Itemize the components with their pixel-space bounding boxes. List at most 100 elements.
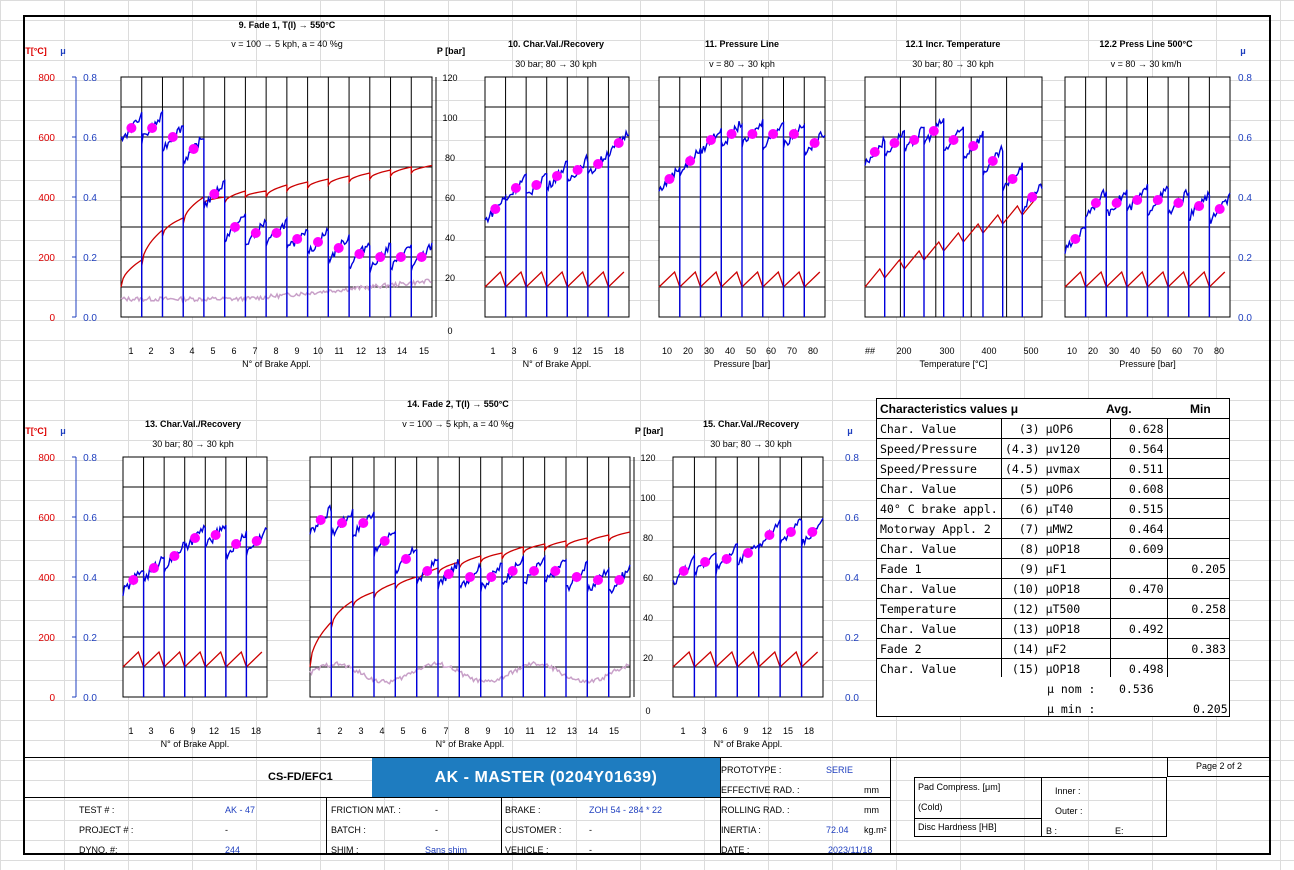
fade1-mu-point — [147, 123, 158, 133]
pressure11-temperature-line — [658, 270, 821, 289]
row-min — [1166, 658, 1231, 679]
row-symbol: μT500 — [1041, 598, 1111, 619]
fade2-x-tick: 5 — [400, 726, 405, 736]
temp121-mu-point — [928, 126, 939, 136]
fade1-x-tick: 3 — [169, 346, 174, 356]
fade1-mu-point — [167, 132, 178, 142]
fade2-mu-point — [422, 566, 433, 576]
row-min — [1166, 578, 1231, 599]
temp121-x-label: Temperature [°C] — [919, 359, 987, 369]
report-title: AK - MASTER (0204Y01639) — [372, 758, 720, 797]
test-value: AK - 47 — [225, 805, 256, 815]
char15-mu-point — [807, 527, 818, 537]
fade2-x-tick: 6 — [421, 726, 426, 736]
char10-x-tick: 3 — [511, 346, 516, 356]
row2-mu-tick: 0.6 — [83, 513, 97, 524]
press122-mu-tick: 0.8 — [1238, 73, 1252, 84]
row-index: (4.3) — [1000, 438, 1042, 459]
fade1-x-tick: 7 — [252, 346, 257, 356]
fade2-pressure-line — [309, 660, 630, 685]
customer-label: CUSTOMER : — [505, 825, 562, 835]
press122-mu-axis-label: μ — [1240, 46, 1246, 56]
press122-mu-point — [1152, 195, 1163, 205]
fade2-x-tick: 15 — [609, 726, 619, 736]
fade2-x-tick: 2 — [337, 726, 342, 736]
char15-temperature-line — [672, 650, 819, 669]
fade1-x-label: N° of Brake Appl. — [242, 359, 311, 369]
row1-mu-tick: 0.4 — [83, 193, 97, 204]
fade1-mu-point — [416, 252, 427, 262]
char15-x-tick: 18 — [804, 726, 814, 736]
fade2-subtitle: v = 100 → 5 kph, a = 40 %g — [402, 419, 514, 429]
fade1-subtitle: v = 100 → 5 kph, a = 40 %g — [231, 39, 343, 49]
hardness-b-label: B : — [1046, 826, 1058, 836]
row-avg: 0.564 — [1109, 438, 1168, 459]
fade2-pressure-tick: 100 — [640, 493, 655, 503]
row-index: (8) — [1000, 538, 1042, 559]
char15-x-tick: 15 — [783, 726, 793, 736]
row2-temp-axis-label: T[°C] — [25, 426, 47, 436]
temp121-x-tick: 300 — [939, 346, 954, 356]
pressure11-mu-point — [705, 135, 716, 145]
fade2-mu-point — [550, 566, 561, 576]
pressure11-x-tick: 80 — [808, 346, 818, 356]
temp121-title: 12.1 Incr. Temperature — [906, 39, 1001, 49]
characteristics-table-block: Characteristics values μ Avg. Min Char. … — [876, 398, 1231, 718]
char10-x-tick: 1 — [490, 346, 495, 356]
row-symbol: μv120 — [1041, 438, 1111, 459]
char15-x-tick: 12 — [762, 726, 772, 736]
row-name: Char. Value — [876, 478, 1002, 499]
fade1-pressure-tick: 80 — [445, 153, 455, 163]
characteristics-row: Fade 1 (9) μF1 0.205 — [876, 558, 1231, 579]
fade1-x-tick: 1 — [128, 346, 133, 356]
fade1-x-tick: 14 — [397, 346, 407, 356]
row-min — [1166, 418, 1231, 439]
fade1-mu-point — [230, 222, 240, 232]
row-name: Char. Value — [876, 418, 1002, 439]
fade2-pressure-tick: 80 — [643, 533, 653, 543]
inner-label: Inner : — [1055, 786, 1081, 796]
row-index: (5) — [1000, 478, 1042, 499]
pressure11-x-tick: 60 — [766, 346, 776, 356]
row1-temp-tick: 400 — [38, 193, 55, 204]
fade1-mu-point — [313, 237, 323, 247]
char13-x-tick: 3 — [148, 726, 153, 736]
fade2-pressure-tick: 20 — [643, 653, 653, 663]
rolling-radius-unit: mm — [864, 805, 879, 815]
fade2-x-label: N° of Brake Appl. — [436, 739, 505, 749]
pressure11-x-tick: 70 — [787, 346, 797, 356]
fade1-pressure-tick: 60 — [445, 193, 455, 203]
press122-mu-point — [1132, 195, 1143, 205]
row-avg: 0.498 — [1109, 658, 1168, 679]
row-name: Char. Value — [876, 578, 1002, 599]
fade2-mu-point — [379, 536, 390, 546]
row2-mu-tick: 0.8 — [83, 453, 97, 464]
fade1-mu-point — [395, 252, 406, 262]
mu-min-value: 0.205 — [1193, 702, 1228, 716]
char15-x-tick: 6 — [722, 726, 727, 736]
fade1-mu-point — [354, 249, 365, 259]
pressure11-x-tick: 50 — [746, 346, 756, 356]
fade1-pressure-tick: 120 — [442, 73, 457, 83]
fade2-mu-point — [593, 575, 603, 585]
fade1-x-tick: 13 — [376, 346, 386, 356]
press122-temperature-line — [1064, 270, 1226, 289]
char15-x-tick: 9 — [743, 726, 748, 736]
row-index: (9) — [1000, 558, 1042, 579]
press122-mu-tick: 0.0 — [1238, 313, 1252, 324]
char15-mu-tick: 0.6 — [845, 513, 859, 524]
row-name: Char. Value — [876, 538, 1002, 559]
pressure11-mu-point — [685, 156, 696, 166]
fade2-mu-point — [315, 515, 326, 525]
mu-nom-value: 0.536 — [1119, 682, 1154, 696]
fade2-x-tick: 7 — [443, 726, 448, 736]
batch-label: BATCH : — [331, 825, 366, 835]
row-name: Char. Value — [876, 658, 1002, 679]
temp121-x-tick: ## — [865, 346, 875, 356]
char10-mu-point — [593, 159, 604, 169]
row2-temp-tick: 800 — [38, 453, 55, 464]
fade2-mu-point — [465, 572, 475, 582]
char15-subtitle: 30 bar; 80 → 30 kph — [710, 439, 792, 449]
fade1-x-tick: 8 — [273, 346, 278, 356]
row-avg: 0.511 — [1109, 458, 1168, 479]
